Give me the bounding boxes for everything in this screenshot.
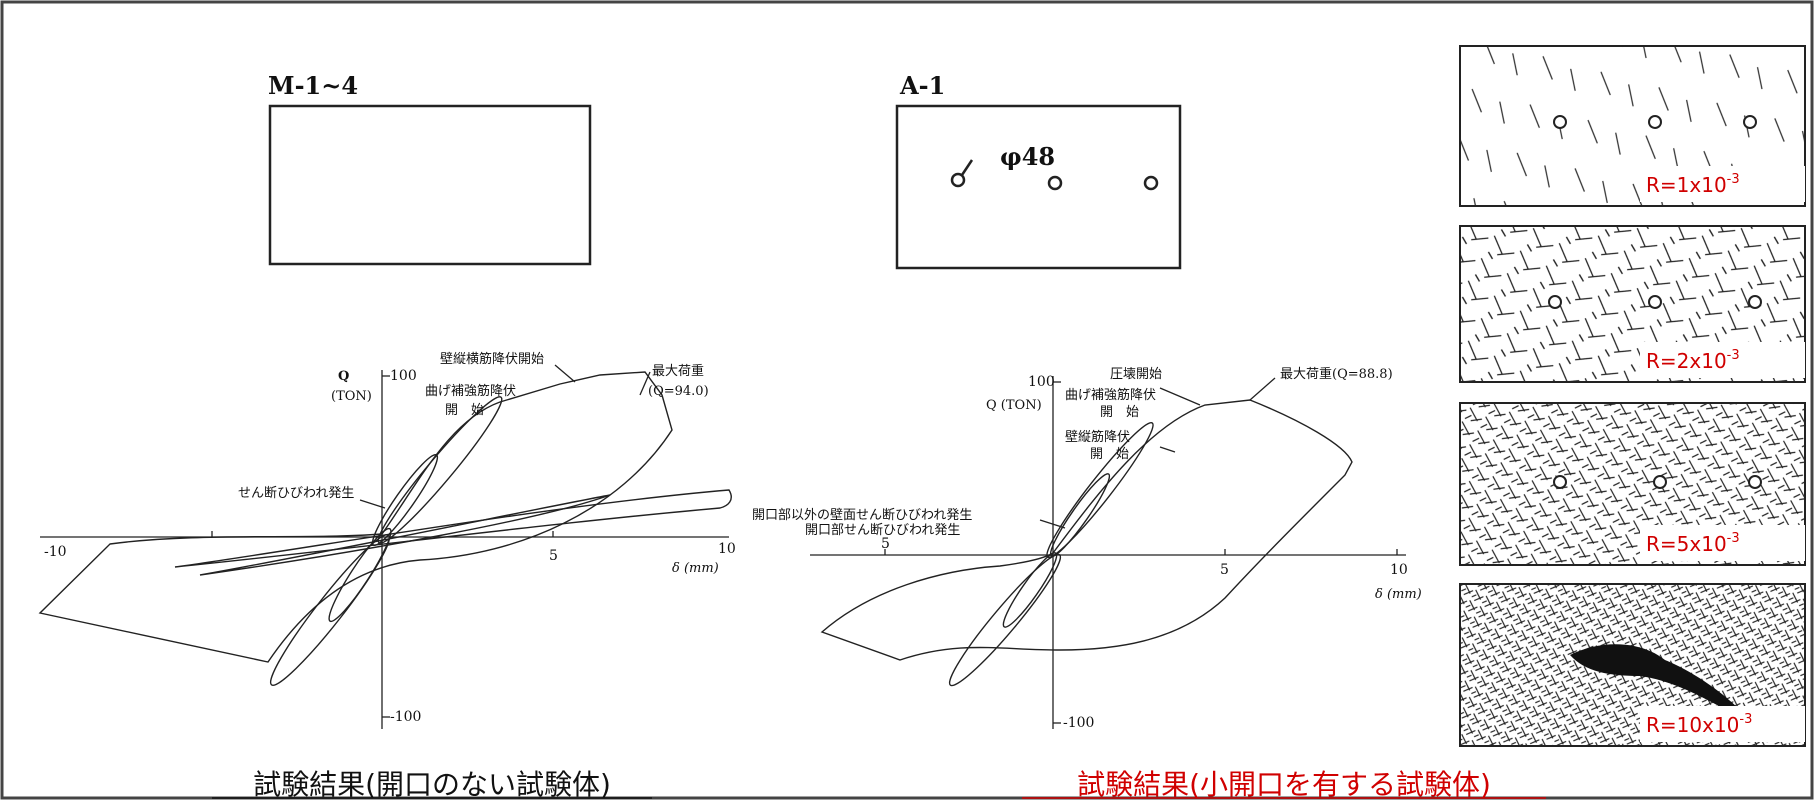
crack-pattern: R=2x10-3	[1459, 225, 1806, 383]
leader	[1159, 446, 1176, 453]
specimen	[268, 104, 592, 266]
loop-curve	[1049, 473, 1111, 557]
loop-curve	[1002, 552, 1058, 628]
leader	[359, 499, 386, 509]
text: -3	[1727, 172, 1740, 187]
text: R=10x10	[1646, 713, 1739, 737]
leader	[554, 364, 576, 383]
crack-pattern: R=10x10-3	[1459, 583, 1806, 747]
annotation: 最大荷重(Q=88.8)	[1280, 366, 1393, 382]
drift-label: R=5x10-3	[1646, 531, 1740, 556]
x-tick-label: 10	[1390, 562, 1408, 578]
text: R=5x10	[1646, 532, 1727, 556]
annotation: 開 始	[445, 403, 484, 418]
x-tick-label: 5	[549, 548, 558, 564]
y-label: Q	[338, 369, 349, 384]
y-tick-label: -100	[1063, 715, 1094, 731]
annotation: 開口部以外の壁面せん断ひびわれ発生	[752, 508, 972, 523]
annotation: 壁縦筋降伏	[1065, 429, 1130, 445]
y-unit: (TON)	[331, 389, 372, 404]
caption: 試験結果(小開口を有する試験体)	[1077, 768, 1491, 800]
x-tick-label: 5	[1220, 562, 1229, 578]
drift-label: R=10x10-3	[1646, 712, 1752, 737]
opening-leader	[960, 159, 974, 176]
annotation: 開 始	[1100, 405, 1139, 420]
text: -3	[1727, 348, 1740, 363]
text: -3	[1727, 531, 1740, 546]
specimen	[895, 104, 1182, 270]
annotation: 圧壊開始	[1110, 367, 1162, 382]
x-tick-label: 10	[718, 541, 736, 557]
text: R=2x10	[1646, 349, 1727, 373]
opening	[1047, 175, 1063, 191]
loop-curve	[948, 553, 1062, 687]
crack-pattern: R=1x10-3	[1459, 45, 1806, 207]
text: R=1x10	[1646, 173, 1727, 197]
drift-label: R=2x10-3	[1646, 348, 1740, 373]
hysteresis-plot: Q (TON) 100 -100 5 5 10 δ (mm) 圧壊開始 最大荷重…	[752, 366, 1422, 731]
y-tick-label: 100	[1028, 374, 1055, 390]
loop-curve	[174, 489, 732, 568]
text: -3	[1739, 712, 1752, 727]
loop-curve	[371, 453, 439, 547]
annotation: せん断ひびわれ発生	[238, 486, 354, 501]
x-label: δ (mm)	[672, 561, 719, 576]
y-label: Q (TON)	[986, 398, 1042, 413]
annotation: 開 始	[1090, 447, 1129, 462]
y-tick-label: -100	[390, 709, 421, 725]
annotation: (Q=94.0)	[648, 384, 709, 399]
x-tick-label: 5	[881, 536, 890, 552]
crack-pattern: R=5x10-3	[1459, 402, 1806, 566]
y-tick-label: 100	[390, 368, 417, 384]
leader	[1249, 377, 1276, 401]
x-tick-label: -10	[44, 544, 67, 560]
leader	[639, 371, 651, 396]
annotation: 曲げ補強筋降伏	[425, 383, 516, 399]
opening-label: φ48	[1000, 142, 1055, 171]
annotation: 開口部せん断ひびわれ発生	[805, 523, 960, 538]
leader	[1159, 387, 1201, 406]
caption: 試験結果(開口のない試験体)	[253, 768, 611, 800]
specimen-label: A-1	[899, 71, 945, 100]
specimen-label: M-1~4	[268, 71, 358, 100]
loop-curve	[269, 534, 391, 686]
annotation: 曲げ補強筋降伏	[1065, 387, 1156, 403]
drift-label: R=1x10-3	[1646, 172, 1740, 197]
x-label: δ (mm)	[1375, 587, 1422, 602]
opening	[950, 172, 966, 188]
envelope-curve	[38, 371, 673, 663]
loop-curve	[328, 527, 392, 623]
leader	[1039, 519, 1066, 529]
loop-curve	[199, 494, 611, 576]
annotation: 最大荷重	[652, 363, 704, 379]
annotation: 壁縦横筋降伏開始	[440, 351, 544, 367]
hysteresis-plot: Q (TON) 100 -100 -10 5 10 δ (mm) 壁縦横筋降伏開…	[38, 351, 736, 729]
opening	[1143, 175, 1159, 191]
